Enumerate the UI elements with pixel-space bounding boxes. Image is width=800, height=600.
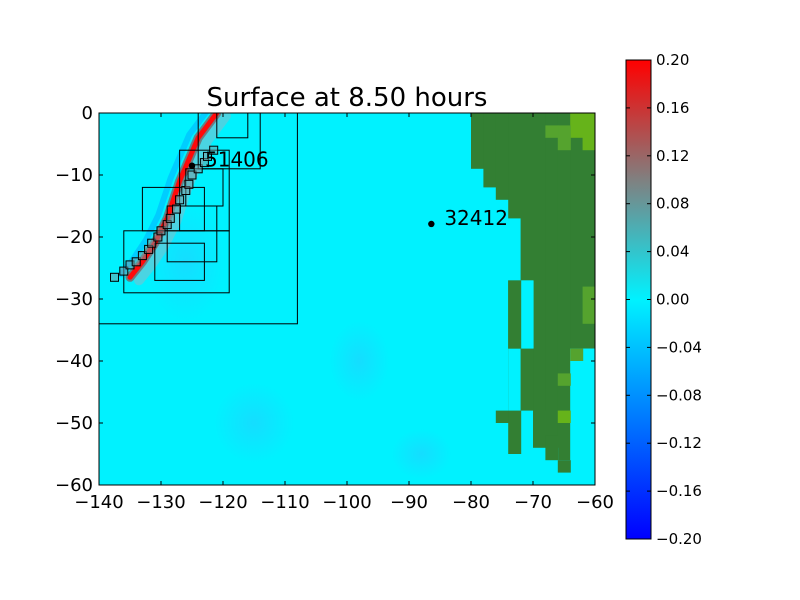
colorbar-tick-label: 0.00	[656, 291, 689, 309]
plot-area	[99, 113, 595, 485]
colorbar-tick-label: 0.08	[656, 195, 689, 213]
land-highland-cell	[582, 286, 595, 324]
land-highland-cell	[582, 113, 595, 151]
wave-trailing-ripple	[134, 113, 231, 286]
land-mass-south-america	[471, 113, 595, 485]
gauge-label: 51406	[205, 148, 269, 172]
y-tick-label: −20	[55, 227, 93, 248]
ocean-shade	[329, 321, 390, 401]
y-tick-label: −40	[55, 351, 93, 372]
land-cell	[471, 113, 484, 169]
colorbar-tick-label: 0.20	[656, 51, 689, 69]
x-tick-label: −90	[390, 492, 428, 513]
land-cell	[520, 113, 534, 281]
land-cell	[508, 280, 522, 349]
colorbar-tick-label: 0.04	[656, 243, 689, 261]
x-tick-label: −120	[198, 492, 247, 513]
amr-patch-level-3	[141, 186, 205, 232]
amr-patch-fine	[184, 179, 194, 189]
land-cell	[533, 410, 546, 448]
land-cell	[533, 113, 546, 485]
amr-patch-fine	[209, 145, 219, 155]
gauge-label: 32412	[444, 206, 508, 230]
amr-patch-boxes	[98, 112, 298, 325]
land-highland-cell	[557, 373, 571, 386]
amr-patch-level-3	[154, 242, 205, 281]
colorbar-gradient	[625, 59, 652, 540]
colorbar-ticks: 0.20 0.16 0.12 0.08 0.04 0.00 −0.04 −0.08 −0.12 −…	[626, 51, 702, 548]
amr-patch-fine	[187, 170, 197, 180]
ocean-shade	[391, 429, 452, 479]
y-axis: 0 −10 −20 −30 −40 −50 −60	[55, 103, 595, 496]
land-cell	[520, 348, 534, 411]
amr-patch-fine	[156, 226, 166, 236]
ocean-shade	[214, 383, 294, 463]
land-cell	[495, 113, 509, 200]
land-highland-cell	[557, 410, 571, 423]
x-tick-label: −60	[576, 492, 614, 513]
amr-patch-fine	[165, 213, 175, 223]
land-highland-cell	[545, 125, 559, 138]
amr-patch-fine	[110, 272, 119, 282]
x-tick-label: −110	[260, 492, 309, 513]
coast-ocean-cell	[520, 280, 534, 349]
x-tick-label: −130	[136, 492, 185, 513]
land-cell	[557, 460, 571, 473]
land-cell	[508, 113, 522, 219]
land-highland-cell	[570, 348, 584, 361]
coast-ocean-cell	[570, 348, 584, 485]
x-tick-label: −140	[74, 492, 123, 513]
land-cell	[557, 113, 571, 485]
coast-ocean-cell	[582, 348, 595, 485]
land-cell	[483, 113, 497, 188]
y-tick-label: −60	[55, 475, 93, 496]
x-axis: −140 −130 −120 −110 −100 −90 −80 −70 −60	[74, 113, 614, 513]
colorbar-tick-label: −0.20	[656, 530, 702, 548]
y-tick-label: −50	[55, 413, 93, 434]
land-highland-cell	[557, 125, 571, 151]
y-tick-label: 0	[82, 103, 93, 124]
land-cell	[545, 435, 559, 461]
colorbar-tick-label: −0.12	[656, 434, 702, 452]
colorbar: 0.20 0.16 0.12 0.08 0.04 0.00 −0.04 −0.08 −0.12 −…	[625, 51, 702, 548]
colorbar-tick-label: 0.12	[656, 147, 689, 165]
amr-patch-fine	[137, 251, 147, 261]
y-tick-label: −10	[55, 165, 93, 186]
gauge-markers: 51406 32412	[188, 148, 508, 230]
amr-patch-fine	[175, 195, 185, 205]
colorbar-tick-label: −0.16	[656, 482, 702, 500]
amr-patch-fine	[119, 266, 129, 276]
land-cell	[545, 113, 559, 485]
x-tick-label: −70	[514, 492, 552, 513]
x-tick-label: −100	[322, 492, 371, 513]
colorbar-tick-label: 0.16	[656, 99, 689, 117]
colorbar-tick-label: −0.08	[656, 386, 702, 404]
y-tick-label: −30	[55, 289, 93, 310]
colorbar-tick-label: −0.04	[656, 338, 702, 356]
amr-patch-fine	[172, 204, 181, 214]
amr-patch-level-3	[179, 149, 230, 232]
x-tick-label: −80	[452, 492, 490, 513]
gauge-marker	[188, 162, 196, 169]
chart-title: Surface at 8.50 hours	[207, 83, 488, 113]
gauge-marker	[428, 220, 435, 228]
amr-patch-fine	[203, 151, 212, 161]
land-cell	[495, 410, 509, 423]
land-highland-cell	[570, 113, 584, 138]
amr-patch-fine	[131, 257, 141, 267]
amr-patch-fine	[193, 164, 203, 174]
amr-patch-fine	[147, 238, 157, 248]
coast-ocean-cell	[508, 348, 522, 411]
